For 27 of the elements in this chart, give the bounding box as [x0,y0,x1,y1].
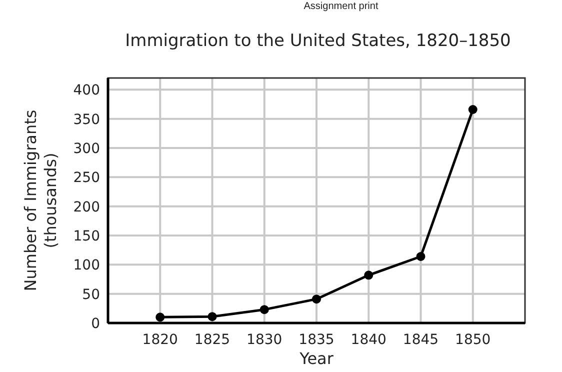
x-tick-label: 1835 [298,332,334,348]
point [468,105,478,114]
x-tick-label: 1845 [402,332,439,348]
point [416,252,426,261]
y-tick-label: 150 [73,228,100,244]
point [312,294,321,304]
y-axis-title: Number of Immigrants (thousands) [21,110,60,292]
y-tick-label: 100 [73,258,100,274]
chart-title: Immigration to the United States, 1820–1850 [125,31,511,51]
point [208,312,217,322]
point [260,305,269,314]
x-tick-label: 1830 [246,332,282,348]
x-tick-label: 1840 [350,332,386,348]
text: Assignment print [304,1,378,12]
point [156,312,165,322]
y-tick-label: 350 [73,112,100,128]
x-tick-label: 1825 [194,332,230,348]
x-tick-label: 1820 [142,332,178,348]
x-tick-label: 1850 [455,332,491,348]
x-axis-title: Year [298,349,334,368]
y-tick-label: 400 [73,82,100,99]
y-tick-label: 300 [73,141,100,157]
point [364,270,374,280]
y-tick-label: 200 [73,199,100,216]
y-tick-label: 0 [91,316,100,332]
y-tick-label: 50 [82,286,100,303]
y-tick-label: 250 [73,170,100,186]
